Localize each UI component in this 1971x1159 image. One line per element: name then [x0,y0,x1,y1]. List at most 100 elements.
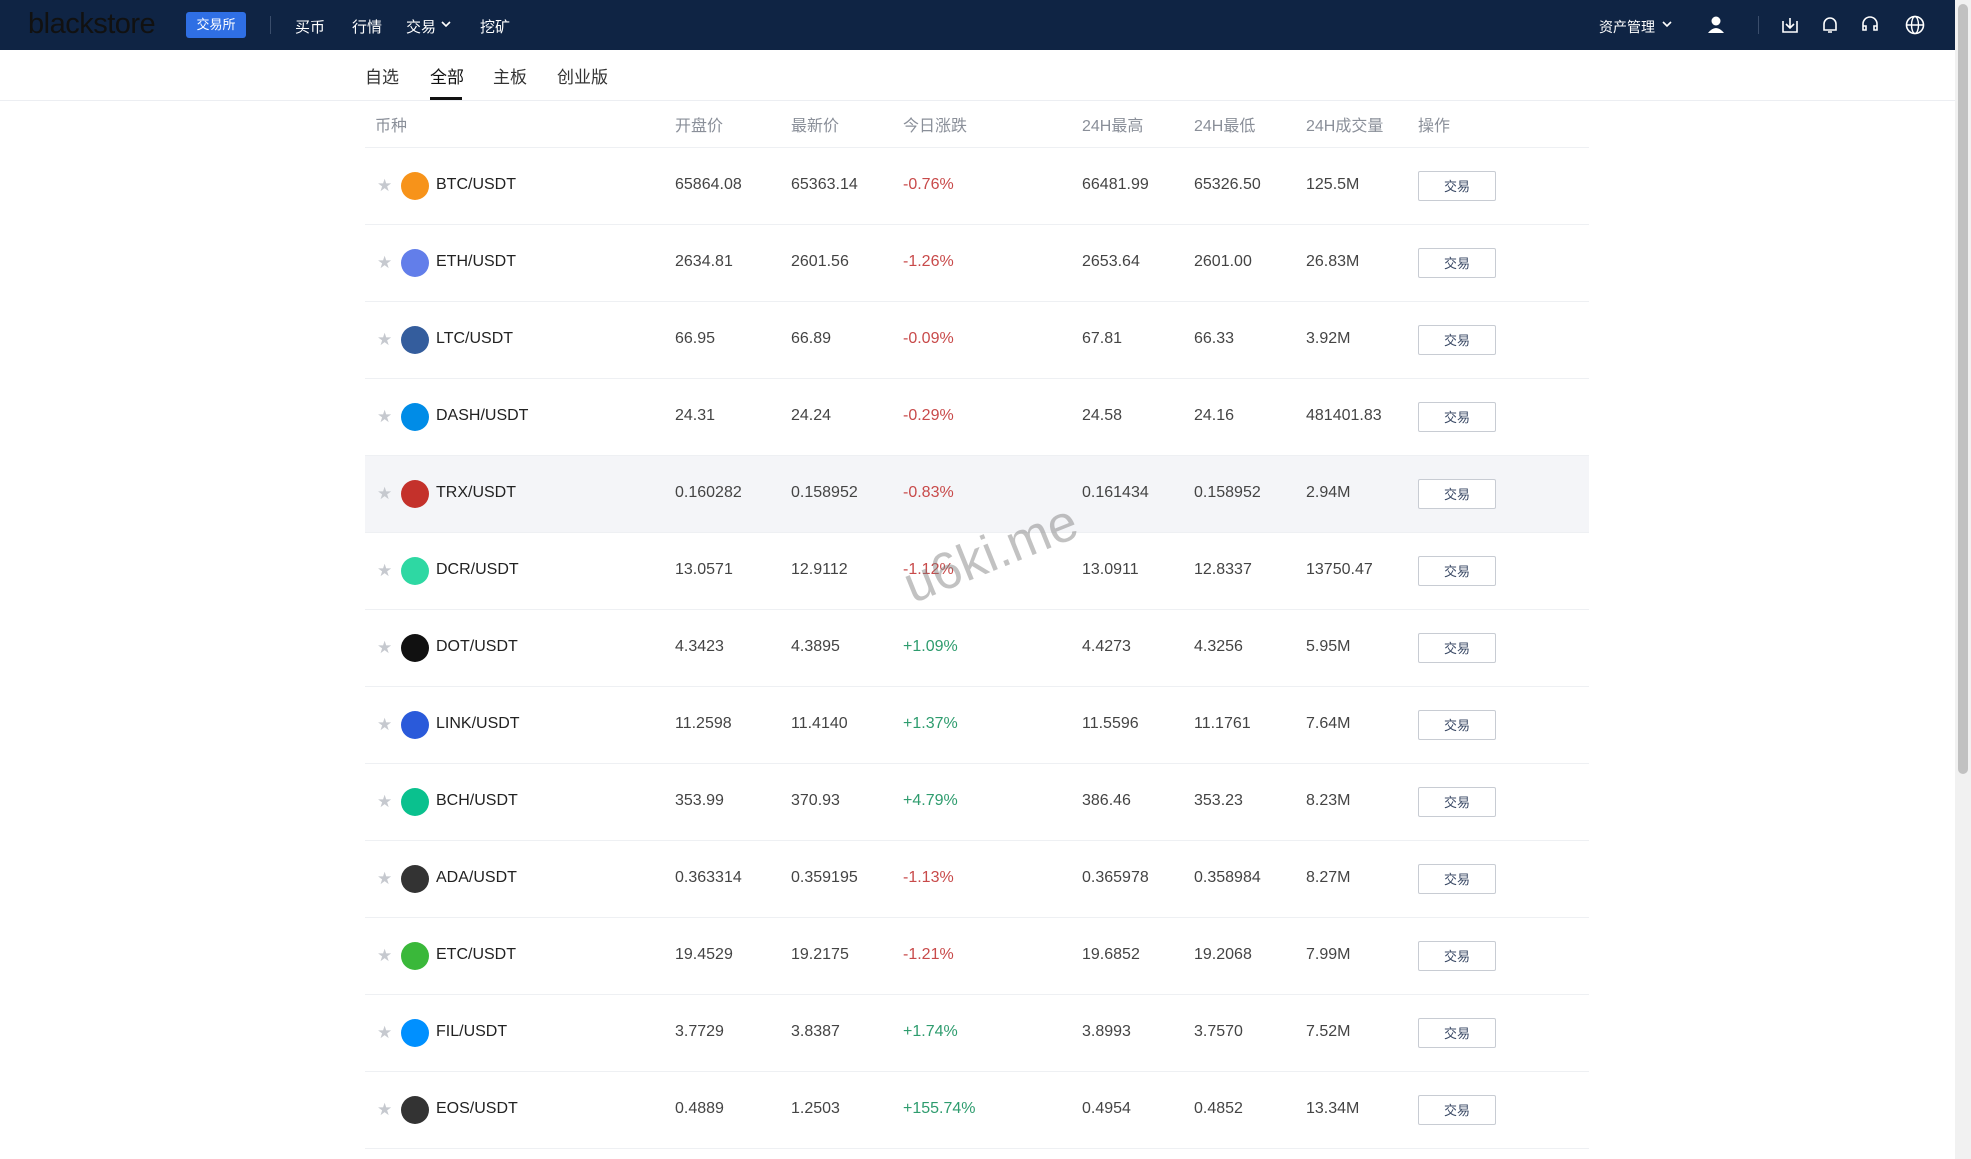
price: 4.3895 [791,638,840,655]
price: 0.363314 [675,869,742,886]
trade-button[interactable]: 交易 [1418,171,1496,201]
pair[interactable]: ETH/USDT [436,253,516,270]
row-divider [365,1148,1589,1149]
menu-item[interactable]: 行情 [352,19,383,36]
change: +1.09% [903,638,958,655]
star[interactable]: ★ [377,253,393,272]
trade-button[interactable]: 交易 [1418,710,1496,740]
column-header: 操作 [1418,118,1451,135]
star[interactable]: ★ [377,869,393,888]
price: 11.1761 [1194,715,1251,732]
price: 3.8993 [1082,1023,1131,1040]
star[interactable]: ★ [377,946,393,965]
price: 11.2598 [675,715,732,732]
star[interactable]: ★ [377,1023,393,1042]
price: 12.8337 [1194,561,1252,578]
price: 0.160282 [675,484,742,501]
pair[interactable]: BTC/USDT [436,176,516,193]
price: 11.5596 [1082,715,1139,732]
price: 7.52M [1306,1023,1351,1040]
pair[interactable]: DOT/USDT [436,638,518,655]
price: 13.0911 [1082,561,1139,578]
coin-icon [401,865,429,893]
price: 370.93 [791,792,840,809]
trade-button[interactable]: 交易 [1418,787,1496,817]
scrollbar-thumb[interactable] [1958,4,1968,774]
price: 0.358984 [1194,869,1261,886]
star[interactable]: ★ [377,638,393,657]
globe-icon[interactable] [1904,14,1926,36]
tab[interactable]: 创业版 [557,68,608,87]
change: -1.21% [903,946,954,963]
pair[interactable]: ETC/USDT [436,946,516,963]
pair[interactable]: TRX/USDT [436,484,516,501]
trade-button[interactable]: 交易 [1418,1095,1496,1125]
pair[interactable]: BCH/USDT [436,792,518,809]
price: 67.81 [1082,330,1123,347]
star[interactable]: ★ [377,715,393,734]
price: 5.95M [1306,638,1351,655]
badge[interactable]: 交易所 [186,12,246,38]
tab-bar: 自选 全部 主板 创业版 [0,50,1955,101]
star[interactable]: ★ [377,484,393,503]
price: 8.27M [1306,869,1351,886]
pair[interactable]: LINK/USDT [436,715,520,732]
logo[interactable]: blackstore [28,8,156,40]
asset-menu[interactable]: 资产管理 [1599,19,1655,35]
price: 66.33 [1194,330,1235,347]
star[interactable]: ★ [377,1100,393,1119]
menu-item[interactable]: 交易 [406,19,437,36]
menu-item[interactable]: 买币 [295,19,326,36]
coin-icon [401,711,429,739]
change: -1.26% [903,253,954,270]
price: 2601.56 [791,253,849,270]
trade-button[interactable]: 交易 [1418,402,1496,432]
pair[interactable]: FIL/USDT [436,1023,508,1040]
row-highlight [365,456,1589,532]
coin-icon [401,942,429,970]
trade-button[interactable]: 交易 [1418,479,1496,509]
pair[interactable]: ADA/USDT [436,869,517,886]
star[interactable]: ★ [377,792,393,811]
pair[interactable]: DCR/USDT [436,561,519,578]
price: 3.8387 [791,1023,840,1040]
support-icon[interactable] [1860,15,1880,35]
price: 0.4889 [675,1100,724,1117]
pair[interactable]: LTC/USDT [436,330,514,347]
download-icon[interactable] [1780,15,1800,35]
trade-button[interactable]: 交易 [1418,941,1496,971]
star[interactable]: ★ [377,330,393,349]
tab[interactable]: 自选 [365,68,399,87]
price: 125.5M [1306,176,1360,193]
user-icon[interactable] [1706,15,1726,35]
price: 2.94M [1306,484,1351,501]
star[interactable]: ★ [377,407,393,426]
menu-item[interactable]: 挖矿 [480,19,511,36]
coin-icon [401,249,429,277]
price: 19.2175 [791,946,849,963]
price: 7.99M [1306,946,1351,963]
price: 0.161434 [1082,484,1149,501]
trade-button[interactable]: 交易 [1418,1018,1496,1048]
price: 19.2068 [1194,946,1252,963]
tab[interactable]: 全部 [430,68,464,87]
row-divider [365,147,1589,148]
trade-button[interactable]: 交易 [1418,864,1496,894]
price: 2653.64 [1082,253,1140,270]
trade-button[interactable]: 交易 [1418,325,1496,355]
star[interactable]: ★ [377,176,393,195]
bell-icon[interactable] [1820,15,1840,35]
trade-button[interactable]: 交易 [1418,248,1496,278]
change: -0.09% [903,330,954,347]
trade-button[interactable]: 交易 [1418,556,1496,586]
pair[interactable]: DASH/USDT [436,407,529,424]
price: 1.2503 [791,1100,840,1117]
star[interactable]: ★ [377,561,393,580]
trade-button[interactable]: 交易 [1418,633,1496,663]
price: 3.7570 [1194,1023,1243,1040]
price: 4.3423 [675,638,724,655]
pair[interactable]: EOS/USDT [436,1100,518,1117]
top-nav: blackstore 交易所 买币 行情 交易 挖矿 资产管理 [0,0,1955,50]
price: 7.64M [1306,715,1351,732]
tab[interactable]: 主板 [493,68,527,87]
